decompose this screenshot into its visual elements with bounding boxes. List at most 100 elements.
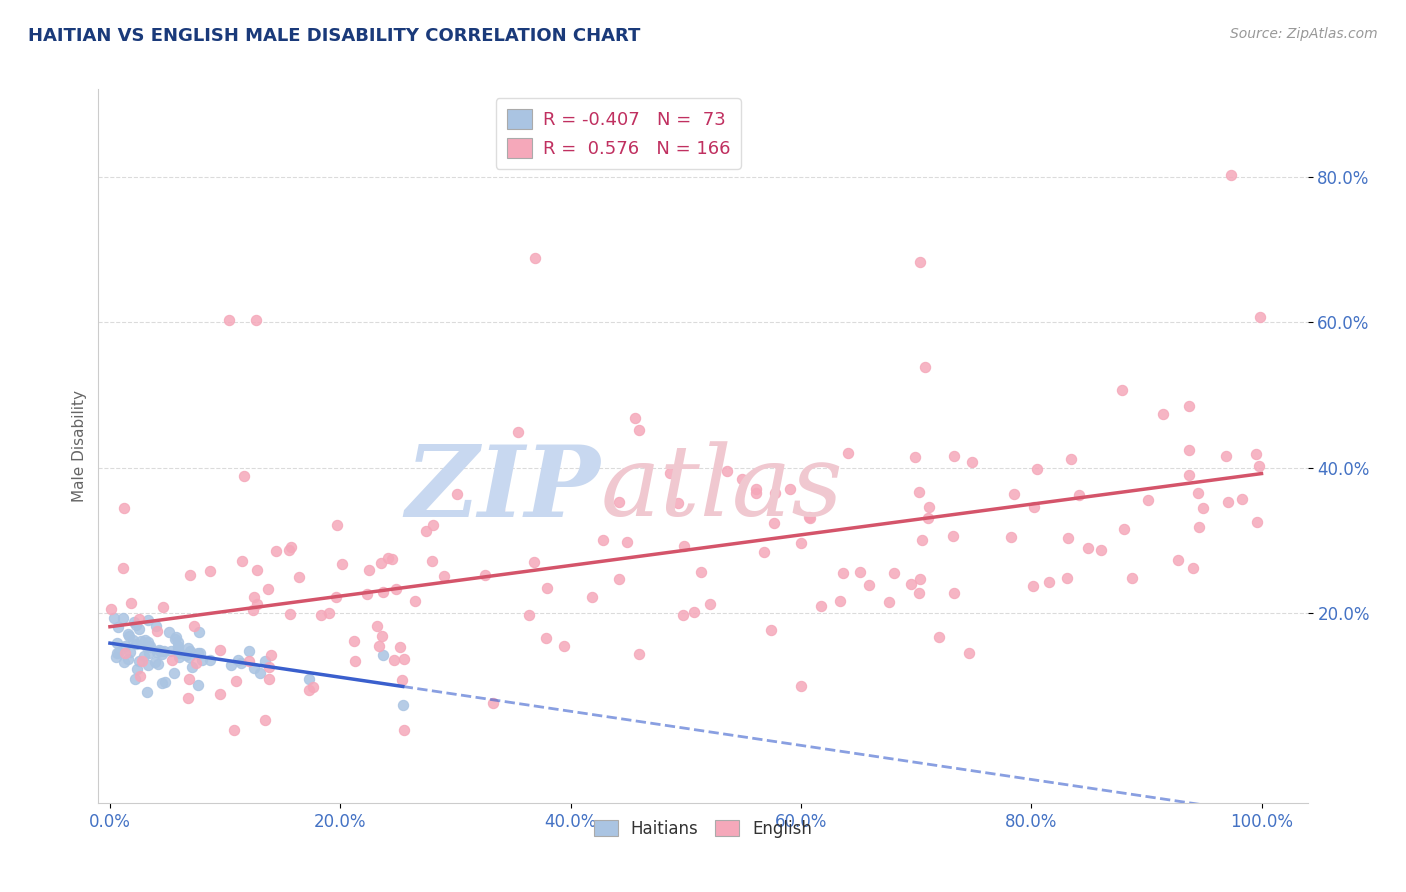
Point — [264, 544, 287, 558]
Point — [166, 639, 188, 653]
Point — [763, 486, 786, 500]
Point — [260, 648, 283, 663]
Point — [253, 654, 276, 668]
Point — [828, 594, 851, 608]
Point — [917, 511, 939, 525]
Point — [1187, 485, 1209, 500]
Point — [1111, 383, 1133, 397]
Point — [179, 672, 201, 686]
Point — [176, 641, 198, 656]
Point — [391, 698, 413, 712]
Point — [1218, 495, 1240, 509]
Point — [302, 681, 325, 695]
Point — [415, 524, 437, 538]
Point — [388, 640, 411, 654]
Point — [184, 656, 207, 670]
Point — [138, 658, 160, 673]
Point — [519, 608, 541, 623]
Point — [100, 602, 122, 616]
Point — [790, 679, 813, 693]
Point — [117, 651, 139, 665]
Point — [280, 540, 302, 554]
Point — [482, 696, 505, 710]
Point — [366, 619, 388, 633]
Point — [730, 472, 752, 486]
Point — [134, 649, 156, 664]
Point — [1038, 575, 1060, 590]
Point — [177, 650, 200, 665]
Point — [124, 672, 146, 686]
Point — [245, 313, 267, 327]
Point — [607, 495, 630, 509]
Point — [257, 582, 280, 596]
Point — [486, 500, 509, 514]
Point — [658, 466, 681, 480]
Point — [136, 685, 159, 699]
Point — [790, 536, 813, 550]
Point — [1215, 450, 1237, 464]
Point — [1022, 579, 1045, 593]
Point — [246, 563, 269, 577]
Point — [381, 552, 404, 566]
Point — [198, 653, 221, 667]
Point — [224, 723, 246, 737]
Point — [243, 590, 266, 604]
Point — [160, 643, 183, 657]
Point — [1181, 560, 1204, 574]
Point — [474, 568, 496, 582]
Point — [385, 582, 408, 597]
Point — [904, 450, 927, 465]
Point — [249, 665, 271, 680]
Point — [344, 654, 367, 668]
Point — [160, 652, 183, 666]
Point — [278, 607, 301, 621]
Point — [145, 619, 167, 633]
Point — [176, 690, 198, 705]
Point — [1246, 515, 1268, 529]
Point — [918, 500, 941, 514]
Point — [183, 619, 205, 633]
Point — [1177, 467, 1199, 482]
Text: atlas: atlas — [600, 442, 844, 536]
Point — [745, 482, 768, 496]
Point — [404, 594, 426, 608]
Point — [243, 661, 266, 675]
Y-axis label: Male Disability: Male Disability — [72, 390, 87, 502]
Point — [191, 653, 214, 667]
Point — [672, 608, 695, 623]
Point — [128, 655, 150, 669]
Point — [105, 647, 128, 661]
Point — [114, 646, 136, 660]
Point — [108, 645, 131, 659]
Point — [523, 555, 546, 569]
Point — [238, 643, 260, 657]
Point — [117, 627, 139, 641]
Point — [122, 615, 145, 629]
Point — [607, 572, 630, 586]
Point — [112, 655, 135, 669]
Point — [139, 639, 162, 653]
Point — [394, 651, 416, 665]
Point — [226, 653, 249, 667]
Point — [163, 665, 186, 680]
Point — [1056, 572, 1078, 586]
Point — [666, 496, 689, 510]
Point — [745, 485, 768, 500]
Point — [377, 551, 399, 566]
Point — [129, 633, 152, 648]
Point — [288, 570, 311, 584]
Point — [391, 673, 413, 687]
Point — [422, 517, 444, 532]
Point — [188, 647, 211, 661]
Point — [762, 516, 785, 530]
Point — [120, 596, 142, 610]
Point — [136, 640, 159, 655]
Point — [242, 602, 264, 616]
Point — [143, 655, 166, 669]
Point — [187, 646, 209, 660]
Point — [837, 446, 859, 460]
Point — [910, 255, 932, 269]
Point — [208, 687, 231, 701]
Point — [1057, 532, 1080, 546]
Point — [581, 591, 603, 605]
